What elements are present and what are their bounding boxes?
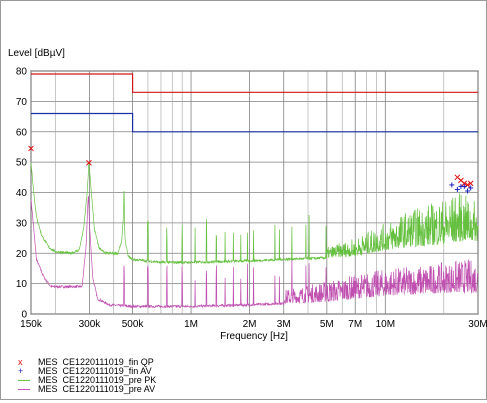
limit-line bbox=[31, 112, 478, 133]
plus-marker-icon: + bbox=[18, 366, 24, 376]
x-marker-icon: x bbox=[18, 357, 23, 367]
y-tick-label: 10 bbox=[16, 279, 28, 290]
x-tick-label: 2M bbox=[243, 319, 257, 330]
qp-marker-stroke bbox=[467, 180, 474, 187]
y-tick-label: 20 bbox=[16, 249, 28, 260]
limit-lines bbox=[31, 73, 478, 133]
x-tick-label: 30M bbox=[468, 319, 487, 330]
legend-entry-fin-av: + MES CE1220111019_fin AV bbox=[8, 358, 152, 376]
qp-marker-stroke bbox=[86, 159, 92, 166]
y-tick-label: 30 bbox=[16, 218, 28, 229]
x-tick-label: 3M bbox=[277, 319, 291, 330]
y-tick-labels: 0 10 20 30 40 50 60 70 80 bbox=[16, 67, 28, 321]
scan-trace bbox=[30, 195, 479, 309]
qp-marker-stroke bbox=[458, 177, 464, 184]
series-traces bbox=[30, 162, 479, 309]
av-marker bbox=[454, 186, 460, 192]
x-tick-label: 7M bbox=[348, 319, 362, 330]
y-axis-label: Level [dBµV] bbox=[8, 48, 65, 59]
av-marker bbox=[465, 188, 471, 194]
av-marker bbox=[468, 185, 474, 191]
legend-entry-pre-av: MES CE1220111019_pre AV bbox=[8, 376, 155, 394]
qp-marker bbox=[28, 145, 34, 152]
x-axis-label: Frequency [Hz] bbox=[220, 331, 288, 342]
legend-label: MES CE1220111019_fin QP bbox=[38, 357, 154, 367]
x-tick-label: 300k bbox=[79, 319, 102, 330]
legend-label: MES CE1220111019_fin AV bbox=[38, 366, 152, 376]
limit-line bbox=[31, 73, 478, 93]
legend-entry-fin-qp: x MES CE1220111019_fin QP bbox=[8, 349, 154, 367]
scan-trace bbox=[30, 162, 479, 265]
measurement-markers bbox=[28, 145, 474, 194]
x-tick-label: 10M bbox=[376, 319, 395, 330]
qp-marker bbox=[86, 159, 92, 166]
x-tick-labels: 150k 300k 500k 1M 2M 3M 5M 7M 10M 30M bbox=[20, 319, 487, 330]
y-tick-label: 50 bbox=[16, 158, 28, 169]
x-tick-label: 1M bbox=[184, 319, 198, 330]
qp-marker bbox=[467, 180, 474, 187]
legend-label: MES CE1220111019_pre PK bbox=[38, 375, 157, 385]
y-tick-label: 40 bbox=[16, 188, 28, 199]
qp-marker-stroke bbox=[454, 174, 461, 181]
av-marker bbox=[461, 183, 467, 189]
green-line-icon bbox=[18, 380, 31, 382]
y-tick-label: 0 bbox=[21, 310, 27, 321]
qp-marker-stroke bbox=[461, 180, 468, 187]
qp-marker bbox=[461, 180, 468, 187]
legend-label: MES CE1220111019_pre AV bbox=[38, 384, 156, 394]
legend-entry-pre-pk: MES CE1220111019_pre PK bbox=[8, 367, 156, 385]
x-tick-label: 150k bbox=[20, 319, 43, 330]
qp-marker-stroke bbox=[28, 145, 34, 152]
y-tick-label: 60 bbox=[16, 127, 28, 138]
y-tick-label: 80 bbox=[16, 67, 28, 78]
y-tick-label: 70 bbox=[16, 97, 28, 108]
av-marker bbox=[449, 182, 455, 188]
x-tick-label: 5M bbox=[320, 319, 334, 330]
x-tick-label: 500k bbox=[122, 319, 145, 330]
pink-line-icon bbox=[18, 389, 31, 391]
